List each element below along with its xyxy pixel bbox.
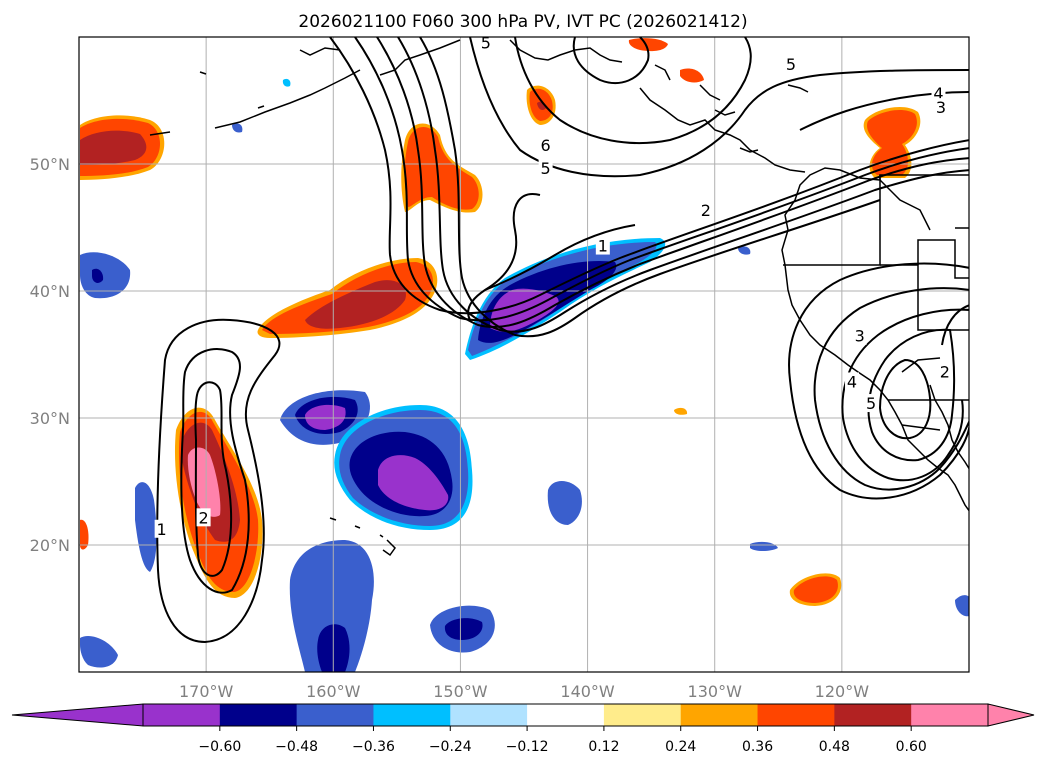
contour-label-bg [852, 326, 867, 345]
contour-label-bg [595, 236, 610, 255]
colorbar-tick-label: 0.60 [896, 739, 927, 755]
colorbar-tick-label: −0.36 [352, 739, 395, 755]
contour-label-bg [154, 519, 169, 538]
contour-label: 2 [199, 508, 209, 527]
contour-label: 2 [701, 201, 711, 220]
colorbar-outline [142, 703, 989, 727]
contour-label: 1 [598, 237, 608, 256]
map-gridlines [79, 37, 969, 672]
contour-label-bg [538, 136, 553, 155]
ivt-contours [156, 37, 969, 644]
colorbar-extend-low [11, 703, 144, 727]
contour-label-bg [538, 159, 553, 178]
lat-tick-label: 20°N [30, 536, 70, 555]
contour-label: 6 [541, 136, 551, 155]
contour-label-bg [478, 37, 493, 52]
colorbar-bin [603, 704, 682, 726]
lat-tick-label: 50°N [30, 155, 70, 174]
lon-tick-label: 170°W [179, 682, 234, 701]
contour-label-bg [698, 200, 713, 219]
contour-label-bg [784, 54, 798, 73]
lat-tick-label: 30°N [30, 409, 70, 428]
contour-label: 5 [866, 394, 876, 413]
contour-label: 3 [936, 98, 946, 117]
colorbar-tick-label: 0.24 [665, 739, 696, 755]
lon-tick-label: 150°W [433, 682, 488, 701]
axis-labels: 170°W 160°W 150°W 140°W 130°W 120°W 20°N 30°N 40… [30, 155, 870, 701]
contour-label-bg [934, 98, 949, 117]
colorbar-bin [527, 704, 605, 726]
colorbar-tick-label: −0.24 [429, 739, 472, 755]
colorbar-bin [296, 704, 374, 726]
lon-tick-label: 160°W [306, 682, 361, 701]
map-frame [78, 36, 970, 673]
contour-label-bg [937, 362, 952, 381]
colorbar-tick-label: −0.60 [198, 739, 241, 755]
lon-tick-label: 120°W [815, 682, 870, 701]
lat-tick-label: 40°N [30, 282, 70, 301]
contour-label-bg [864, 394, 879, 413]
contour-label: 4 [847, 372, 857, 391]
contour-label: 5 [541, 159, 551, 178]
contour-label-bg [845, 372, 860, 391]
colorbar-bin [834, 704, 912, 726]
colorbar-extend-high [987, 703, 1035, 727]
colorbar-tick-label: −0.48 [275, 739, 318, 755]
colorbar-bin [143, 704, 221, 726]
colorbar-tick-label: 0.12 [588, 739, 619, 755]
colorbar-bin [680, 704, 759, 726]
map-title: 2026021100 F060 300 hPa PV, IVT PC (2026… [298, 12, 747, 32]
lon-tick-label: 140°W [560, 682, 615, 701]
contour-label: 5 [481, 33, 491, 52]
colorbar-tick-label: 0.36 [742, 739, 773, 755]
colorbar-bin [373, 704, 451, 726]
contour-label: 3 [855, 327, 865, 346]
colorbar-ticks: −0.60 −0.48 −0.36 −0.24 −0.12 0.12 0.24 0.36 0.4… [198, 726, 927, 755]
colorbar-bin [219, 704, 298, 726]
coastlines [149, 39, 969, 557]
contour-label: 5 [786, 55, 796, 74]
contour-label-bg [196, 508, 211, 527]
colorbar-bin [450, 704, 528, 726]
contour-label-bg [931, 84, 946, 103]
contour-label: 4 [933, 84, 943, 103]
colorbar-tick-label: −0.12 [506, 739, 549, 755]
colorbar-bin [911, 704, 989, 726]
lon-tick-label: 130°W [688, 682, 743, 701]
contour-label: 2 [940, 362, 950, 381]
colorbar-bin [757, 704, 835, 726]
colorbar-tick-label: 0.48 [819, 739, 850, 755]
contour-label: 1 [157, 520, 167, 539]
colorbar [11, 703, 1035, 727]
